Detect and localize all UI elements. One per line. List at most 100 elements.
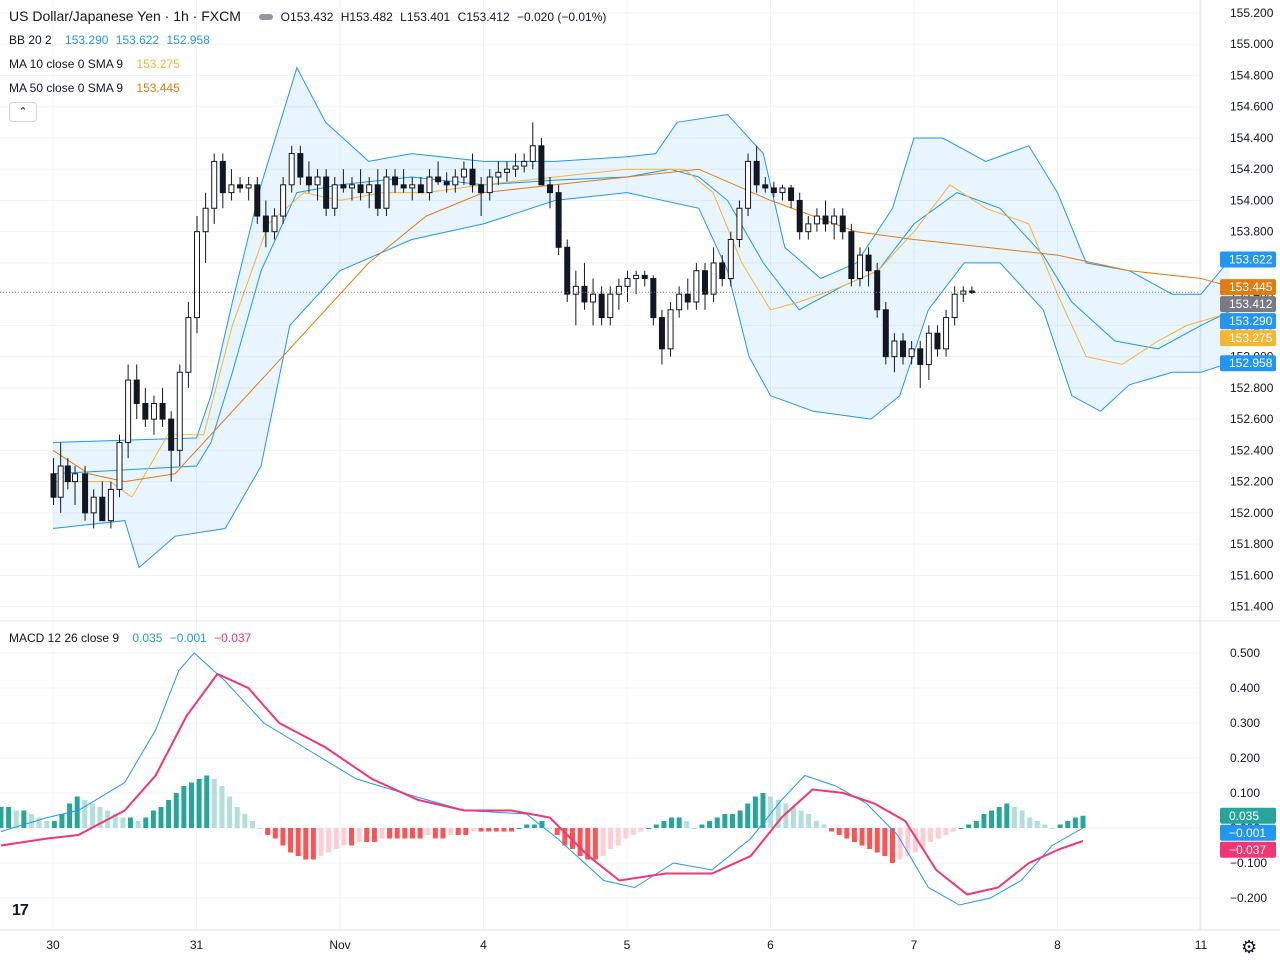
macd-hist-bar (874, 828, 880, 853)
macd-hist-bar (425, 828, 431, 835)
candle (452, 169, 459, 193)
macd-hist-bar (67, 803, 73, 828)
macd-hist-bar (417, 828, 423, 839)
macd-line (0, 652, 1084, 906)
time-tick-label: 8 (1054, 938, 1061, 952)
candle (426, 169, 433, 201)
candle-body (409, 184, 416, 189)
candle (848, 223, 855, 287)
price-label-box (1220, 355, 1276, 372)
symbol-title[interactable]: US Dollar/Japanese Yen · 1h · FXCM (9, 8, 241, 24)
tradingview-logo-icon[interactable]: 17 (12, 902, 29, 919)
macd-hist-bar (51, 821, 57, 828)
candle (495, 161, 502, 185)
time-tick-label: 7 (911, 938, 918, 952)
macd-hist-bar (21, 810, 27, 828)
macd-hist-bar (1011, 807, 1017, 828)
candle (736, 200, 743, 248)
macd-hist-bar (661, 821, 667, 828)
macd-hist-bar (699, 824, 705, 828)
candle-body (495, 171, 502, 178)
macd-hist-bar (219, 786, 225, 828)
candle (684, 278, 691, 310)
candle (417, 177, 424, 194)
macd-hist-bar (646, 828, 652, 829)
macd-value-box (1220, 824, 1276, 841)
gear-icon[interactable]: ⚙ (1241, 937, 1258, 957)
time-tick-label: 31 (190, 938, 204, 952)
price-label: 153.290 (1229, 314, 1273, 328)
candle (968, 286, 975, 295)
macd-hist-bar (135, 821, 141, 828)
candle (237, 177, 244, 193)
candle-body (90, 496, 97, 514)
price-tick-label: 152.800 (1230, 381, 1274, 395)
macd-hist-bar (890, 828, 896, 863)
candle (348, 177, 355, 201)
macd-hist-bar (97, 807, 103, 828)
candle (822, 200, 829, 232)
candle-body (633, 274, 640, 280)
ma50-legend[interactable]: MA 50 close 0 SMA 9 153.445 (9, 80, 184, 96)
bb-label: BB 20 2 (9, 33, 52, 47)
candle-body (228, 184, 235, 194)
candle-body (934, 332, 941, 350)
macd-hist-bar (82, 800, 88, 828)
ma10-label: MA 10 close 0 SMA 9 (9, 57, 124, 71)
macd-hist-bar (44, 821, 50, 828)
macd-hist-bar (1050, 828, 1056, 829)
macd-hist-bar (981, 814, 987, 828)
macd-hist-bar (806, 814, 812, 828)
price-tick-label: 151.600 (1230, 568, 1274, 582)
price-tick-label: 154.000 (1230, 193, 1274, 207)
candle-body (366, 184, 373, 194)
candle-body (254, 184, 261, 217)
candle (383, 169, 390, 217)
candle-body (443, 181, 450, 186)
candle (788, 184, 795, 209)
candle-body (727, 238, 734, 280)
chevron-up-icon[interactable]: ⌃ (9, 102, 37, 122)
candle-body (426, 176, 433, 194)
candle-body (512, 165, 519, 170)
macd-hist-bar (349, 828, 355, 846)
macd-hist-bar (798, 810, 804, 828)
price-label-box (1220, 251, 1276, 268)
bb-legend[interactable]: BB 20 2 153.290 153.622 152.958 (9, 32, 214, 48)
candle-body (882, 309, 889, 358)
candle (719, 255, 726, 287)
change-value: −0.020 (−0.01%) (516, 10, 607, 24)
eye-icon[interactable] (258, 14, 273, 21)
grid (0, 0, 1202, 930)
candle (805, 216, 812, 240)
bb-middle-line (52, 168, 1230, 475)
macd-hist-bar (257, 828, 263, 829)
macd-hist-bar (242, 814, 248, 828)
macd-legend[interactable]: MACD 12 26 close 9 0.035 −0.001 −0.037 (9, 630, 255, 646)
macd-hist-bar (775, 800, 781, 828)
macd-hist-bar (897, 828, 903, 860)
macd-signal-value: −0.037 (214, 631, 252, 645)
macd-hist-bar (722, 814, 728, 828)
ma10-legend[interactable]: MA 10 close 0 SMA 9 153.275 (9, 56, 184, 72)
candle (228, 169, 235, 201)
time-tick-label: 30 (46, 938, 60, 952)
macd-hist-bar (867, 828, 873, 849)
macd-hist-bar (303, 828, 309, 860)
candle-body (848, 231, 855, 280)
candle-body (107, 488, 114, 522)
price-tick-label: 155.200 (1230, 6, 1274, 20)
macd-hist-bar (371, 828, 377, 842)
macd-hist-bar (943, 828, 949, 835)
candle (219, 153, 226, 209)
candle-body (435, 176, 442, 183)
candle (314, 169, 321, 201)
candle-body (658, 317, 665, 350)
macd-hist-bar (432, 828, 438, 839)
macd-hist-bar (227, 796, 233, 828)
candle (116, 434, 123, 498)
macd-hist-bar (501, 828, 507, 832)
candle (581, 262, 588, 310)
candle (753, 145, 760, 193)
